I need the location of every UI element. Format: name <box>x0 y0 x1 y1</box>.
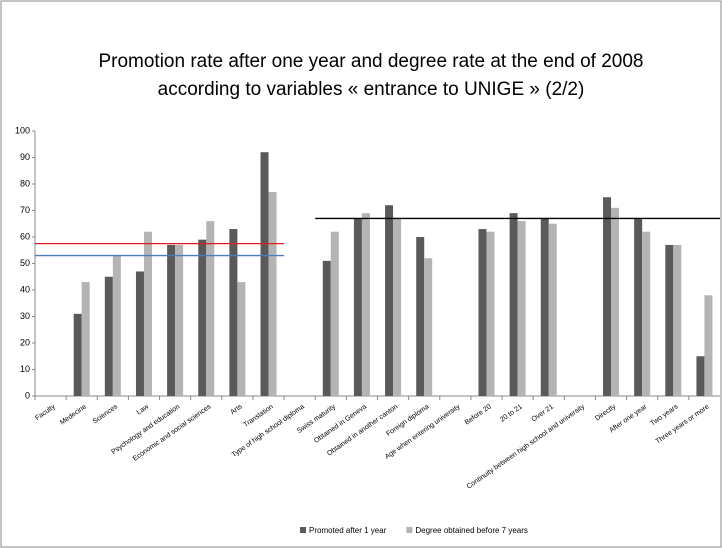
bar <box>393 218 402 396</box>
chart-title: according to variables « entrance to UNI… <box>158 79 585 100</box>
y-tick-label: 70 <box>20 205 30 215</box>
chart-title: Promotion rate after one year and degree… <box>98 51 643 72</box>
bar <box>665 244 674 396</box>
y-tick-label: 0 <box>25 390 30 400</box>
y-tick-label: 40 <box>20 284 30 294</box>
bar <box>81 282 90 396</box>
bar <box>673 244 682 396</box>
bar <box>260 152 269 396</box>
bar <box>416 237 425 396</box>
y-tick-label: 10 <box>20 364 30 374</box>
bar <box>229 229 238 396</box>
bar <box>206 221 215 396</box>
bar <box>548 223 557 396</box>
y-tick-label: 30 <box>20 311 30 321</box>
bar <box>517 221 526 396</box>
bar <box>704 295 713 396</box>
y-tick-label: 90 <box>20 152 30 162</box>
legend-label: Degree obtained before 7 years <box>415 526 528 535</box>
bar <box>540 218 549 396</box>
bar <box>611 207 620 396</box>
bar <box>696 356 705 396</box>
y-tick-label: 60 <box>20 231 30 241</box>
bar <box>112 255 121 396</box>
bar <box>385 205 394 396</box>
bar <box>167 244 176 396</box>
bar <box>198 239 207 396</box>
bar <box>237 282 246 396</box>
bar <box>603 197 612 396</box>
bar <box>268 191 277 396</box>
bar <box>486 231 495 396</box>
bar <box>424 258 433 396</box>
bar <box>73 313 82 396</box>
y-tick-label: 100 <box>15 125 30 135</box>
bar <box>322 260 331 396</box>
y-tick-label: 20 <box>20 337 30 347</box>
bar <box>361 213 370 396</box>
bar <box>175 244 184 396</box>
legend-swatch <box>300 527 306 533</box>
bar <box>330 231 339 396</box>
bar <box>143 231 152 396</box>
y-tick-label: 50 <box>20 258 30 268</box>
y-tick-label: 80 <box>20 178 30 188</box>
bar <box>135 271 144 396</box>
bar <box>634 218 643 396</box>
legend-swatch <box>406 527 413 533</box>
bar <box>353 218 362 396</box>
bar <box>478 229 487 396</box>
bar <box>642 231 651 396</box>
bar <box>104 276 113 396</box>
bar <box>509 213 518 396</box>
legend-label: Promoted after 1 year <box>309 526 387 535</box>
